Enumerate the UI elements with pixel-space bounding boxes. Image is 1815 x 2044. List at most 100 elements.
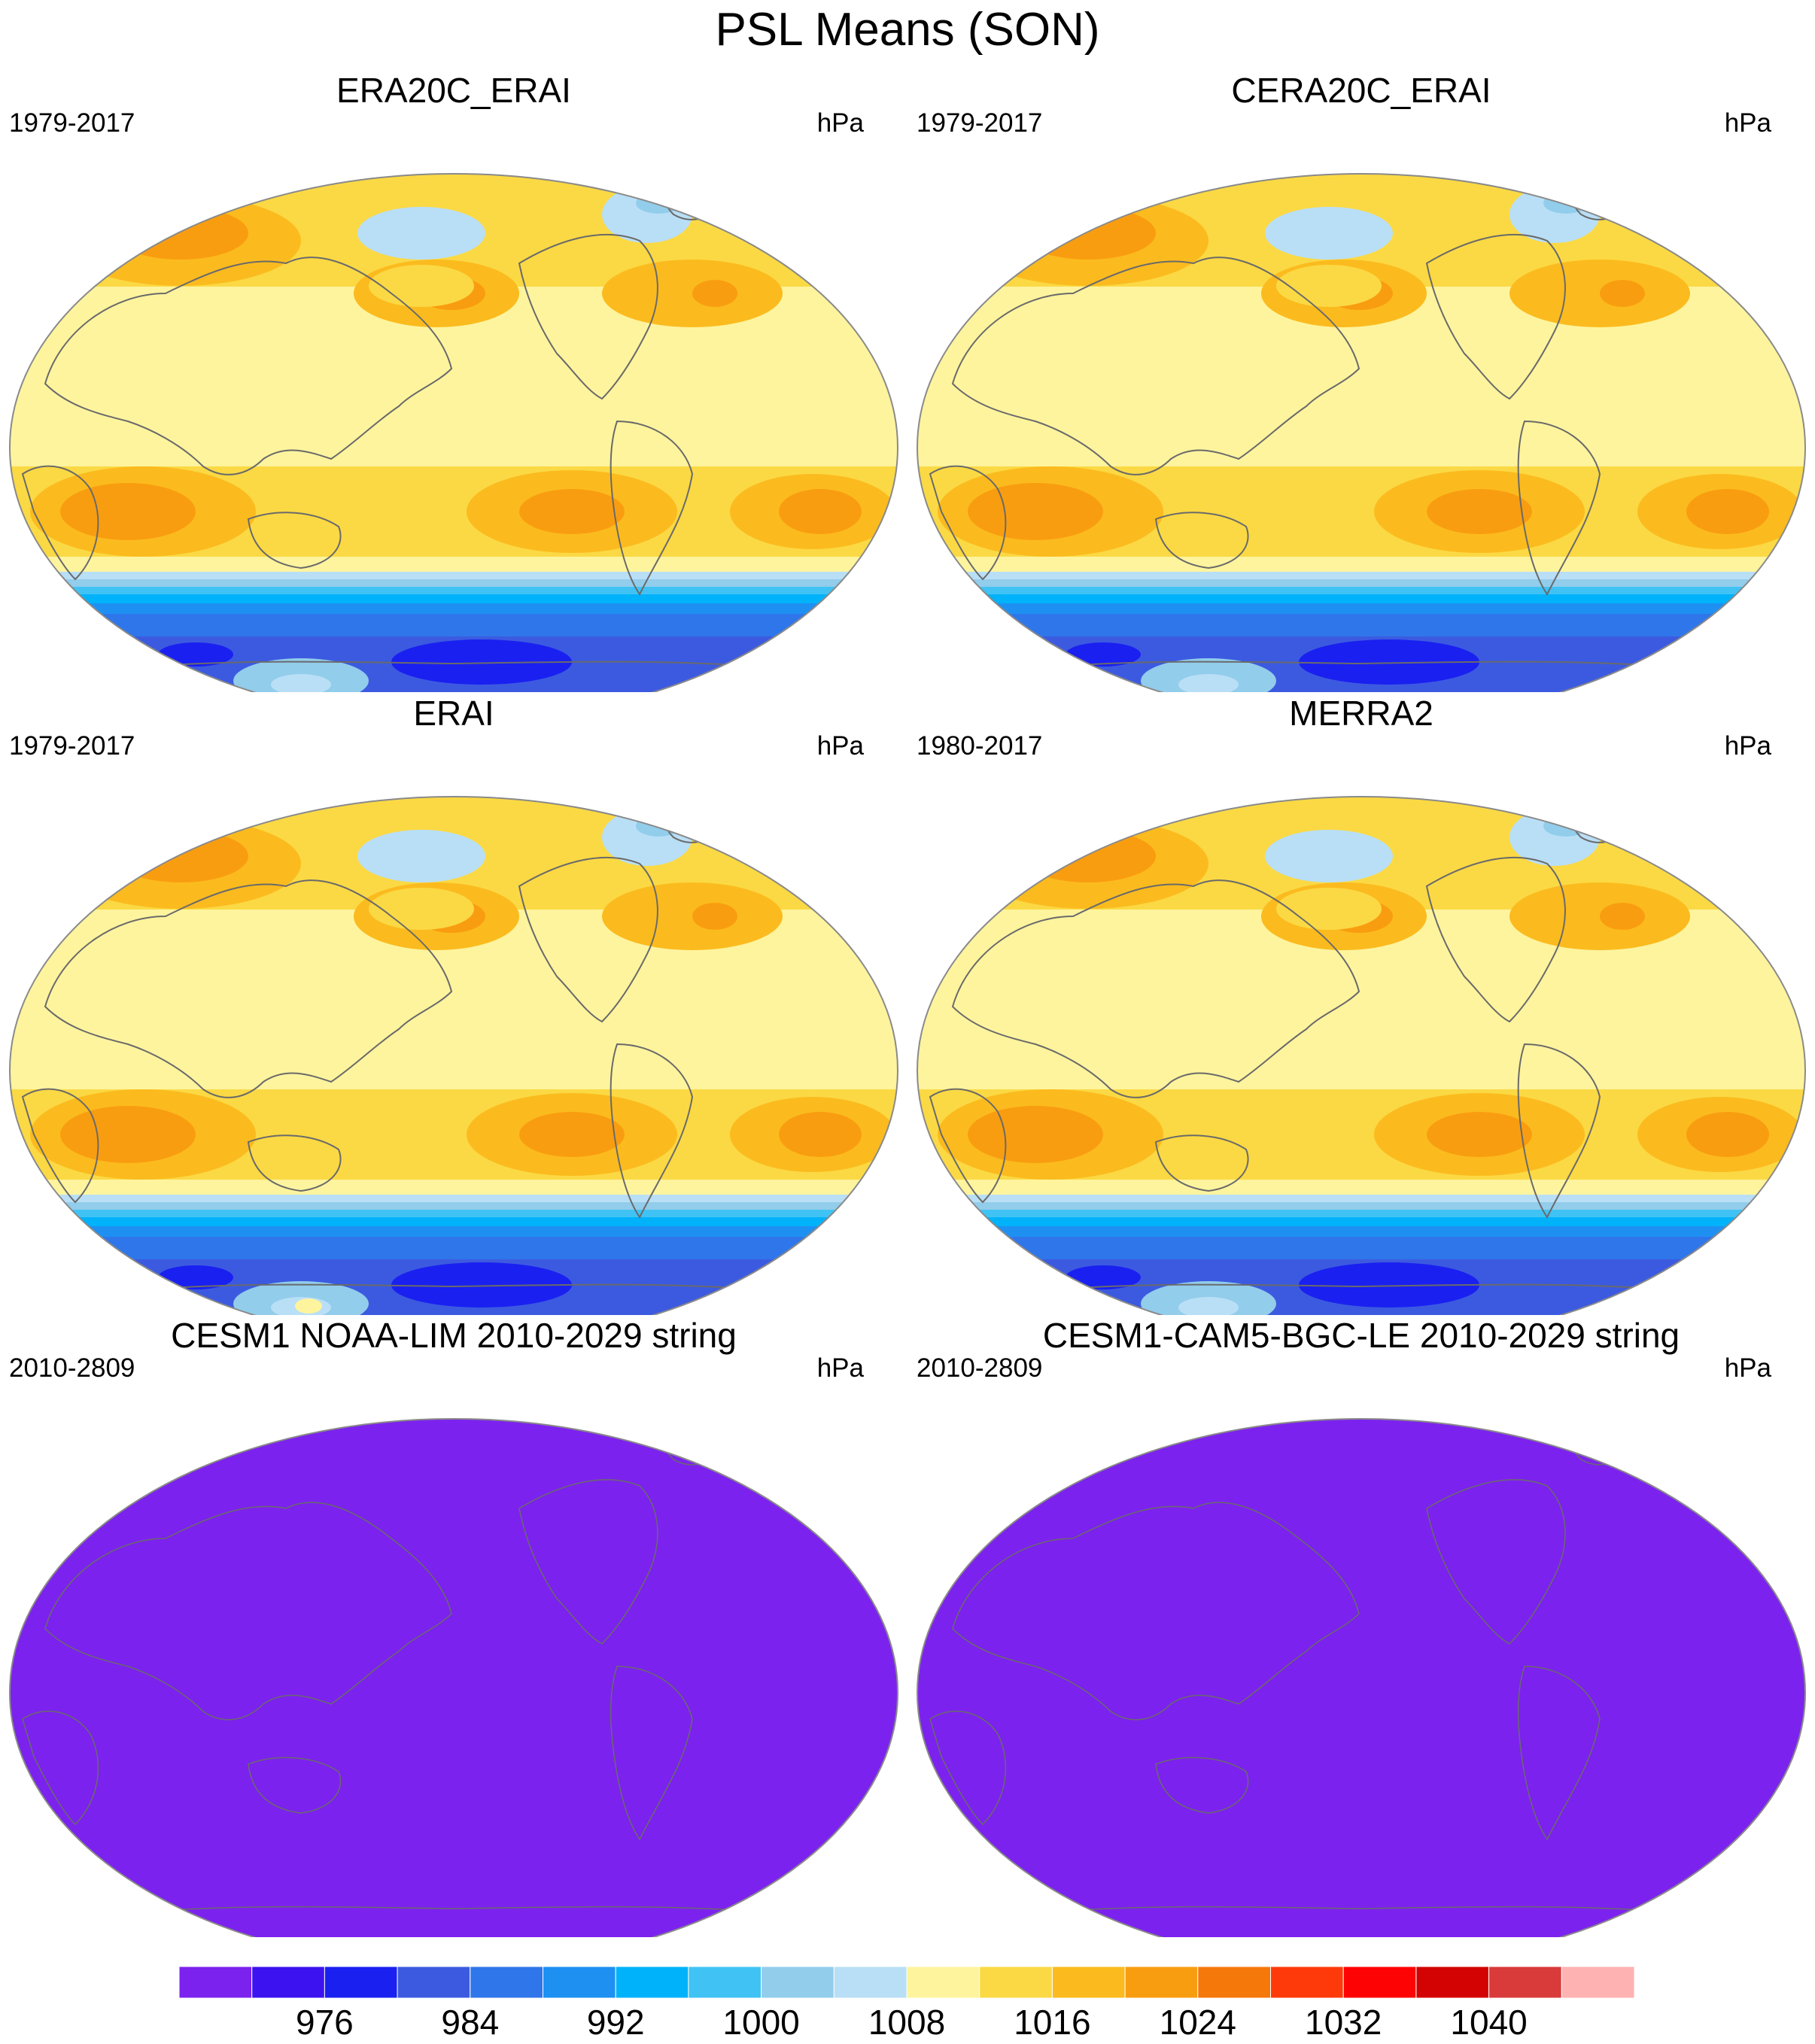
map-border [9,173,898,692]
pressure-high-7 [968,1106,1103,1163]
pressure-high-9 [519,489,625,534]
panel-title: ERA20C_ERAI [336,71,571,110]
map-plot [917,796,1806,1315]
pressure-high-7 [60,483,196,540]
colorbar-label: 992 [586,2003,645,2042]
map-band-south-transition [917,557,1805,572]
colorbar-box-13 [1124,1966,1199,1999]
pressure-high-12 [1276,265,1382,307]
map-panel-1: ERA20C_ERAI 1979-2017 hPa [0,68,908,692]
coastline-4 [1518,1666,1601,1841]
pressure-high-5 [692,903,737,930]
pressure-high-11 [1686,1112,1769,1157]
colorbar-box-18 [1488,1966,1562,1999]
aleutian-low [357,207,485,260]
coastline-1 [22,1710,99,1826]
pressure-high-1 [1020,207,1156,260]
map-border [9,1418,898,1937]
aleutian-low [357,830,485,882]
map-band-tropics [917,976,1805,1052]
colorbar-label: 1000 [722,2003,800,2042]
map-band-south-992 [917,603,1805,614]
colorbar-box-16 [1342,1966,1417,1999]
map-plot [9,1418,898,1937]
coastline-1 [21,465,99,581]
colorbar-box-2 [324,1966,398,1999]
coastline-2 [1154,1134,1249,1192]
southern-low-west [1066,1265,1141,1289]
colorbar-box-5 [543,1966,616,1999]
coastline-3 [1425,233,1566,400]
map-contents [10,1419,898,1937]
panel-period: 2010-2809 [9,1353,135,1383]
southern-low-core [1299,1262,1479,1307]
colorbar-svg [178,1966,1635,1999]
map-plot [9,173,898,692]
colorbar-box-19 [1561,1966,1635,1999]
colorbar-box-8 [761,1966,835,1999]
colorbar-labels: 976 984 992 1000 1008 1016 1024 1032 1040 [0,2001,1815,2044]
map-panel-2: CERA20C_ERAI 1979-2017 hPa [908,68,1815,692]
coastline-4 [610,420,694,596]
panel-units: hPa [816,731,864,761]
colorbar-box-7 [688,1966,762,1999]
map-band-south-transition [10,1180,898,1195]
map-band-south-996 [10,594,898,603]
southern-low-west [1066,642,1141,667]
map-band-south-988 [917,1237,1805,1259]
coastline-4 [610,1043,694,1219]
map-band-south-1000 [917,1210,1805,1217]
map-band-tropics [10,354,898,429]
map-border [917,173,1806,692]
colorbar-box-6 [615,1966,689,1999]
pressure-high-1 [113,207,248,260]
colorbar-box-10 [906,1966,980,1999]
map-band-south-1000 [10,1210,898,1217]
coastline-2 [248,1757,342,1814]
map-contents [917,1419,1805,1937]
panel-period: 1980-2017 [917,731,1043,761]
map-panel-3: ERAI 1979-2017 hPa [0,691,908,1315]
map-border [917,1418,1806,1937]
map-band-south-1008 [917,572,1805,579]
colorbar-box-11 [979,1966,1053,1999]
colorbar-label: 1024 [1159,2003,1236,2042]
map-band-south-1004 [10,579,898,587]
colorbar-box-17 [1415,1966,1490,1999]
coastline-3 [1425,856,1566,1023]
coastline-3 [518,856,658,1023]
map-panel-4: MERRA2 1980-2017 hPa [908,691,1815,1315]
pressure-high-9 [1427,1112,1532,1157]
colorbar-label: 1032 [1305,2003,1382,2042]
pressure-high-5 [1600,280,1645,307]
pressure-high-1 [1020,830,1156,882]
map-band-south-996 [10,1217,898,1226]
panel-period: 1979-2017 [917,108,1043,138]
antarctic-plateau-core [1178,674,1239,692]
map-band-south-988 [10,614,898,636]
map-band-south-1008 [10,572,898,579]
colorbar-label: 984 [441,2003,500,2042]
coastline-0 [952,1502,1360,1721]
coastline-4 [610,1666,693,1841]
coastline-6 [1020,1906,1706,1915]
coastline-2 [247,1134,342,1192]
southern-low-west [158,642,233,667]
panel-title: MERRA2 [1289,694,1433,733]
map-band-south-1004 [10,1202,898,1210]
coastline-1 [929,465,1007,581]
colorbar-box-12 [1051,1966,1126,1999]
panel-title: ERAI [413,694,494,733]
map-contents [10,797,898,1315]
map-band-south-992 [10,1226,898,1237]
pressure-high-11 [779,1112,862,1157]
aleutian-low [1265,207,1393,260]
coastline-1 [929,1710,1007,1826]
coastline-6 [1020,661,1706,670]
pressure-high-9 [1427,489,1532,534]
aleutian-low [1265,830,1393,882]
coastline-0 [44,257,453,475]
coastline-2 [1155,1757,1249,1814]
antarctic-yellow-spot [295,1298,322,1314]
map-band-tropics [10,976,898,1052]
